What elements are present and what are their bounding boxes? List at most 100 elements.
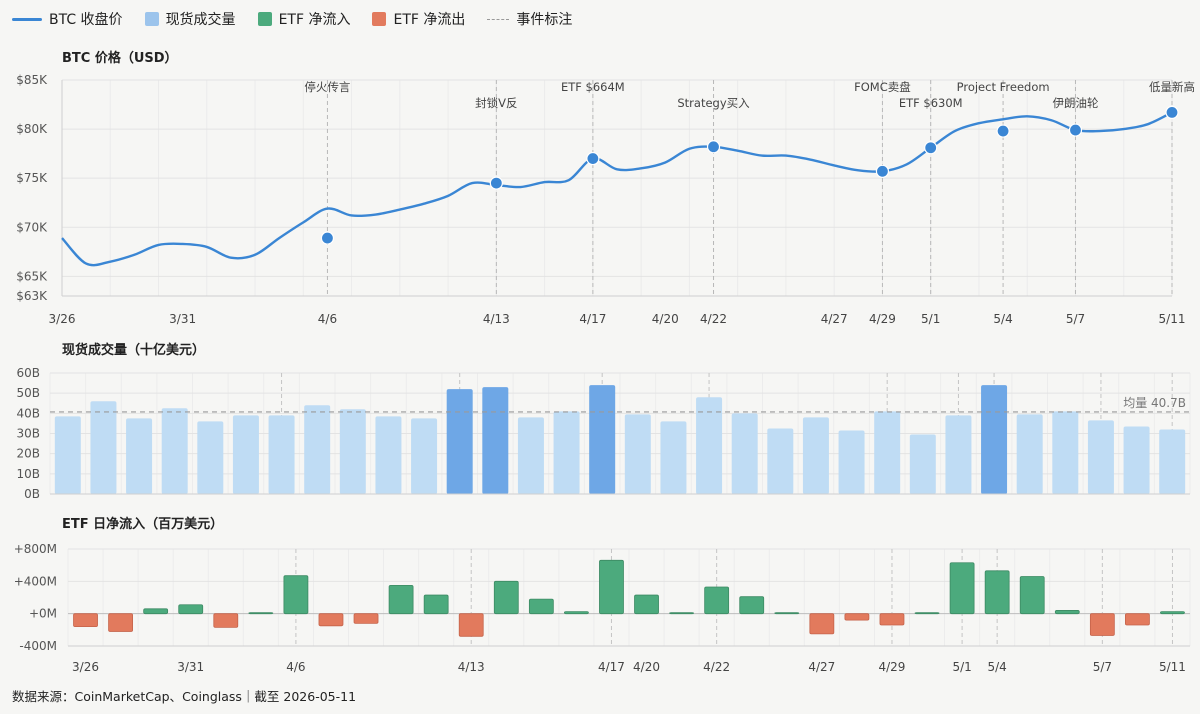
etf-inflow-bar — [914, 612, 940, 615]
price-marker — [924, 141, 938, 155]
x-tick-label: 5/7 — [1066, 312, 1085, 326]
volume-bar — [696, 397, 723, 494]
legend-swatch-icon — [372, 12, 387, 26]
etf-outflow-bar — [1089, 613, 1115, 636]
x-tick-label: 3/31 — [169, 312, 196, 326]
legend-item-etf-outflow[interactable]: ETF 净流出 — [372, 9, 465, 29]
etf-inflow-bar — [774, 612, 800, 615]
x-tick-label: 3/26 — [72, 660, 99, 674]
x-tick-label: 4/6 — [286, 660, 305, 674]
x-tick-label: 4/27 — [808, 660, 835, 674]
legend-item-spot-volume[interactable]: 现货成交量 — [144, 9, 236, 29]
price-marker — [320, 231, 335, 245]
etf-inflow-bar — [634, 594, 659, 615]
etf-inflow-bar — [388, 584, 414, 615]
price-marker — [586, 151, 600, 166]
volume-bar-highlighted — [482, 387, 509, 494]
event-label: 停火传言 — [304, 80, 350, 94]
x-tick-label: 3/31 — [177, 660, 204, 674]
legend-swatch-icon — [257, 12, 272, 26]
price-chart-title: BTC 价格（USD） — [62, 50, 178, 66]
volume-chart: 0B 10B 20B 30B 40B 50B 60B 均量 40.7B — [16, 366, 1191, 501]
x-tick-label: 5/4 — [988, 660, 1007, 674]
volume-bar — [838, 430, 865, 494]
volume-bar — [1052, 411, 1079, 494]
event-label: 低量新高 — [1149, 80, 1195, 94]
y-tick-label: 20B — [16, 447, 40, 461]
legend: BTC 收盘价 现货成交量 ETF 净流入 ETF 净流出 事件标注 — [12, 8, 572, 30]
price-marker — [1165, 105, 1179, 120]
btc-price-line — [61, 111, 1173, 267]
price-marker — [489, 176, 503, 190]
price-marker — [875, 164, 890, 178]
etf-inflow-bar — [739, 596, 765, 615]
y-tick-label: -400M — [19, 639, 57, 653]
y-tick-label: 40B — [16, 406, 40, 420]
x-tick-label: 3/26 — [49, 312, 76, 326]
etf-inflow-bar — [283, 575, 309, 615]
volume-bar — [1087, 420, 1114, 494]
volume-bar — [339, 409, 366, 494]
etf-outflow-bar — [458, 613, 484, 637]
volume-bar — [731, 413, 758, 494]
etf-inflow-bar — [528, 598, 554, 615]
volume-bar-highlighted — [589, 385, 616, 494]
etf-outflow-bar — [108, 613, 133, 632]
y-tick-label: +800M — [14, 542, 57, 556]
y-tick-label: +0M — [29, 607, 57, 621]
volume-bar — [767, 428, 794, 494]
etf-inflow-bar — [599, 559, 624, 615]
y-tick-label: $85K — [16, 73, 48, 87]
legend-item-etf-inflow[interactable]: ETF 净流入 — [257, 9, 351, 29]
price-marker — [996, 124, 1010, 138]
volume-chart-title: 现货成交量（十亿美元） — [62, 342, 205, 358]
etf-outflow-bar — [844, 613, 870, 621]
x-tick-label: 4/17 — [598, 660, 625, 674]
x-tick-label: 4/13 — [458, 660, 485, 674]
x-tick-label: 4/22 — [703, 660, 730, 674]
legend-label: 现货成交量 — [165, 12, 236, 28]
etf-outflow-bar — [213, 613, 239, 628]
volume-bar — [517, 417, 544, 494]
x-tick-label: 5/1 — [921, 312, 940, 326]
volume-bar-highlighted — [981, 385, 1008, 494]
etf-outflow-bar — [318, 613, 344, 627]
x-tick-label: 5/1 — [952, 660, 971, 674]
etf-inflow-bar — [1054, 610, 1080, 615]
price-marker — [1068, 123, 1083, 137]
event-label: ETF $630M — [899, 96, 963, 110]
etf-inflow-bar — [1019, 576, 1045, 615]
etf-outflow-bar — [353, 613, 379, 624]
etf-outflow-bar — [73, 613, 98, 628]
etf-inflow-bar — [669, 612, 694, 615]
legend-dash-icon — [487, 18, 510, 20]
volume-bar — [304, 405, 331, 494]
etf-inflow-bar — [178, 604, 204, 615]
y-tick-label: 0B — [24, 487, 40, 501]
volume-bar — [624, 414, 651, 494]
x-tick-label: 5/11 — [1159, 660, 1186, 674]
volume-bar — [945, 415, 972, 494]
etf-inflow-bar — [949, 562, 975, 615]
x-tick-label: 4/20 — [633, 660, 660, 674]
legend-label: ETF 净流入 — [278, 12, 351, 28]
volume-bar — [802, 417, 829, 494]
volume-bar — [161, 408, 188, 494]
etf-inflow-bar — [143, 608, 169, 615]
etf-outflow-bar — [1125, 613, 1150, 626]
x-tick-label: 4/20 — [652, 312, 679, 326]
y-tick-label: 60B — [16, 366, 40, 380]
price-marker — [706, 140, 721, 154]
volume-bar — [874, 411, 901, 494]
volume-bar — [1159, 429, 1186, 494]
etf-inflow-bar — [493, 580, 519, 615]
legend-item-btc-price[interactable]: BTC 收盘价 — [12, 9, 123, 29]
legend-item-events[interactable]: 事件标注 — [487, 9, 572, 29]
y-tick-label: $65K — [16, 269, 48, 283]
source-note: 数据来源：CoinMarketCap、Coinglass｜截至 2026-05-… — [12, 689, 357, 704]
volume-bar — [1016, 414, 1043, 494]
event-label: 伊朗油轮 — [1052, 96, 1098, 110]
etf-outflow-bar — [879, 613, 905, 626]
